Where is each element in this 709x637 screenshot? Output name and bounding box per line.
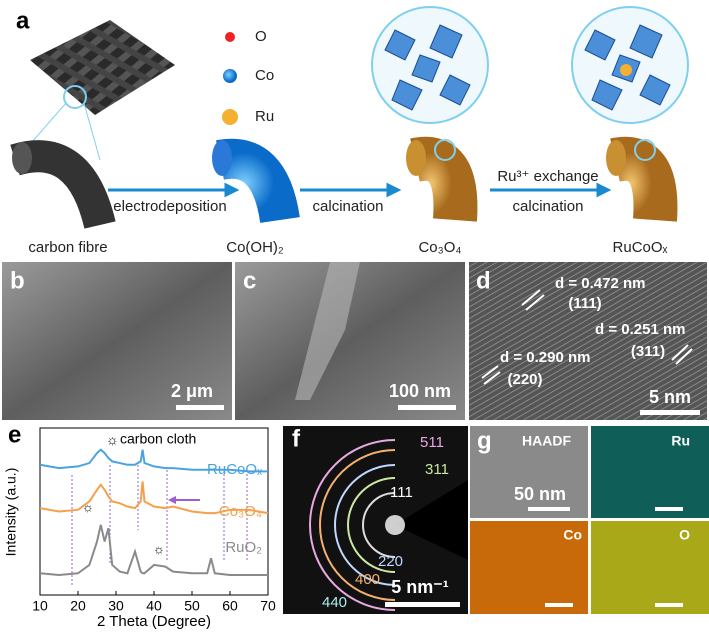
sem-image (2, 262, 232, 420)
fibre-end (606, 140, 626, 176)
d-spacing: d = 0.290 nm (500, 349, 590, 366)
ring-label: 111 (390, 484, 413, 501)
map-label: Ru (671, 433, 690, 449)
ring-label: 220 (378, 553, 403, 570)
panel-g: g HAADF Ru Co O 50 nm (470, 426, 709, 614)
y-axis-label: Intensity (a.u.) (3, 468, 19, 557)
plane: (220) (507, 371, 542, 388)
panel-letter: g (477, 427, 492, 454)
ru-atom (620, 64, 632, 76)
x-tick-label: 70 (260, 598, 276, 614)
panel-b: b 2 μm (2, 262, 232, 420)
xrd-curve (39, 481, 269, 515)
legend-label: Co (255, 67, 274, 84)
label: RuCoOₓ (613, 239, 668, 256)
scale-bar (398, 405, 456, 410)
zoom-circle (434, 139, 456, 161)
legend-label: O (255, 28, 267, 45)
label: Co₃O₄ (418, 239, 461, 256)
label: Co(OH)₂ (226, 239, 284, 256)
scale-label: 2 μm (171, 381, 213, 401)
d-spacing: d = 0.251 nm (595, 321, 685, 338)
o-map (591, 521, 709, 614)
scale-label: 5 nm (649, 387, 691, 407)
peak-symbol: ☼ (153, 541, 165, 556)
x-tick-label: 30 (108, 598, 124, 614)
label: calcination (313, 198, 384, 215)
x-tick-label: 20 (70, 598, 86, 614)
zoom-circle (63, 85, 87, 109)
fringe-markers (481, 289, 693, 385)
x-tick-label: 10 (32, 598, 48, 614)
plane: (111) (568, 295, 601, 312)
map-label: HAADF (522, 433, 571, 449)
fibre-end (406, 140, 426, 176)
panel-f: f 511 311 111 220 400 440 5 nm⁻¹ (283, 425, 468, 614)
scale-bar (640, 410, 700, 415)
label: carbon fibre (28, 239, 107, 256)
panel-e: e carbon cloth ☼ ☼ ☼ Intensity (a.u.) 2 … (3, 421, 276, 630)
panel-letter: b (10, 267, 25, 294)
sheet (295, 262, 360, 400)
haadf-map (470, 426, 588, 518)
zoom-line (83, 102, 101, 161)
panel-letter: d (476, 267, 491, 294)
panel-letter: c (243, 267, 256, 294)
label: Ru³⁺ exchange (497, 168, 598, 185)
plane: (311) (631, 343, 665, 360)
ring-label: 511 (420, 434, 444, 451)
series-label: RuO₂ (225, 539, 262, 556)
ring-label: 440 (322, 594, 347, 611)
co-map (470, 521, 588, 614)
x-axis-label: 2 Theta (Degree) (97, 613, 211, 630)
center-spot (385, 515, 405, 535)
legend-label: carbon cloth (120, 431, 196, 447)
fibre-end (12, 142, 32, 174)
d-spacing: d = 0.472 nm (555, 275, 645, 292)
x-tick-label: 60 (222, 598, 238, 614)
x-tick-label: 40 (146, 598, 162, 614)
atom-co (223, 69, 237, 83)
atom-ru (222, 109, 238, 125)
scale-label: 50 nm (514, 484, 566, 504)
panel-c: c 100 nm (235, 262, 465, 420)
series-label: RuCoOₓ (207, 461, 262, 478)
scale-label: 100 nm (389, 381, 451, 401)
legend-label: Ru (255, 108, 274, 125)
reference-lines (71, 465, 248, 585)
scale-bar (385, 602, 460, 607)
arrows (108, 182, 612, 198)
xrd-curve (39, 524, 268, 576)
scale-label: 5 nm⁻¹ (391, 577, 449, 597)
beam-stop (395, 480, 468, 560)
panel-letter: f (292, 425, 301, 452)
fibre-end (212, 140, 232, 176)
atom-o (225, 32, 235, 42)
map-label: O (679, 527, 690, 543)
panel-d: d d = 0.472 nm (111) d = 0.251 nm (311) … (469, 262, 707, 420)
diffraction-rings (308, 439, 396, 611)
tem-image (469, 262, 707, 420)
panel-letter: a (16, 7, 30, 34)
x-tick-label: 50 (184, 598, 200, 614)
ru-map (591, 426, 709, 518)
peak-symbol: ☼ (82, 499, 94, 514)
crystal (384, 24, 671, 111)
carbon-cloth (30, 20, 175, 115)
ring-label: 311 (425, 461, 449, 478)
panel-a: a O Co Ru carbon fibre electrodeposition… (10, 6, 689, 256)
legend-symbol: ☼ (106, 432, 119, 448)
xrd-curve (39, 448, 268, 473)
scale-bars (528, 507, 683, 607)
arrow-head (168, 496, 176, 504)
ring-label: 400 (355, 571, 380, 588)
label: electrodeposition (113, 198, 226, 215)
map-label: Co (563, 527, 582, 543)
series-label: Co₃O₄ (219, 503, 262, 520)
label: calcination (513, 198, 584, 215)
panel-letter: e (8, 421, 21, 448)
zoom-circle (634, 139, 656, 161)
scale-bar (176, 405, 224, 410)
